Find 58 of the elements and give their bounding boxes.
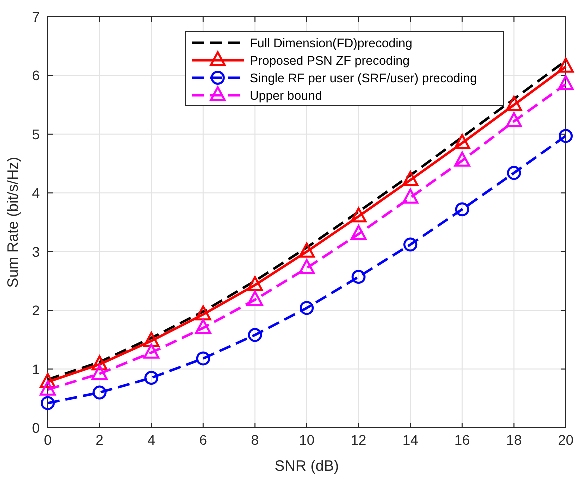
point xyxy=(507,166,522,180)
y-tick-label: 5 xyxy=(32,126,40,142)
x-tick-label: 6 xyxy=(200,432,208,448)
point xyxy=(247,276,264,292)
point xyxy=(40,373,56,388)
point xyxy=(195,306,212,321)
point xyxy=(195,319,212,334)
x-tick-label: 16 xyxy=(454,432,470,448)
point xyxy=(92,356,108,371)
point xyxy=(350,208,367,223)
y-tick-label: 1 xyxy=(32,361,40,378)
y-tick-label: 2 xyxy=(32,302,40,319)
point xyxy=(454,152,470,167)
point xyxy=(454,134,470,150)
legend-label: Upper bound xyxy=(250,89,322,103)
x-tick-label: 2 xyxy=(96,432,104,448)
point xyxy=(506,112,522,128)
x-tick-label: 10 xyxy=(299,432,315,448)
point xyxy=(299,259,315,274)
point xyxy=(299,242,315,258)
y-tick-label: 6 xyxy=(32,68,40,84)
point xyxy=(455,202,470,217)
point xyxy=(402,171,419,186)
point xyxy=(196,352,210,366)
point xyxy=(404,238,418,252)
point xyxy=(558,76,574,91)
y-tick-label: 7 xyxy=(32,9,40,25)
point xyxy=(350,225,367,240)
x-tick-label: 20 xyxy=(558,432,574,448)
x-tick-label: 18 xyxy=(506,432,522,448)
point xyxy=(559,129,573,144)
point xyxy=(352,270,366,284)
x-tick-label: 4 xyxy=(148,432,156,448)
legend-label: Full Dimension(FD)precoding xyxy=(250,36,413,50)
x-tick-label: 14 xyxy=(402,432,419,448)
y-tick-label: 4 xyxy=(32,185,40,202)
point xyxy=(144,332,160,348)
y-tick-label: 0 xyxy=(32,420,40,436)
legend-label: Single RF per user (SRF/user) precoding xyxy=(250,72,478,86)
point xyxy=(402,188,419,204)
point xyxy=(300,301,314,316)
point xyxy=(506,96,522,112)
point xyxy=(40,380,56,396)
point xyxy=(41,396,55,410)
y-tick-label: 3 xyxy=(32,244,40,260)
point xyxy=(248,328,262,342)
legend-label: Proposed PSN ZF precoding xyxy=(250,54,410,68)
point xyxy=(92,386,107,400)
y-axis-title: Sum Rate (bit/s/Hz) xyxy=(5,157,22,288)
x-tick-label: 12 xyxy=(351,432,367,448)
x-tick-label: 0 xyxy=(44,432,52,448)
x-tick-label: 8 xyxy=(251,432,260,448)
point xyxy=(144,371,159,386)
x-axis-title: SNR (dB) xyxy=(274,458,340,475)
point xyxy=(92,364,108,380)
point xyxy=(247,291,264,306)
point xyxy=(558,58,574,73)
point xyxy=(144,344,160,359)
